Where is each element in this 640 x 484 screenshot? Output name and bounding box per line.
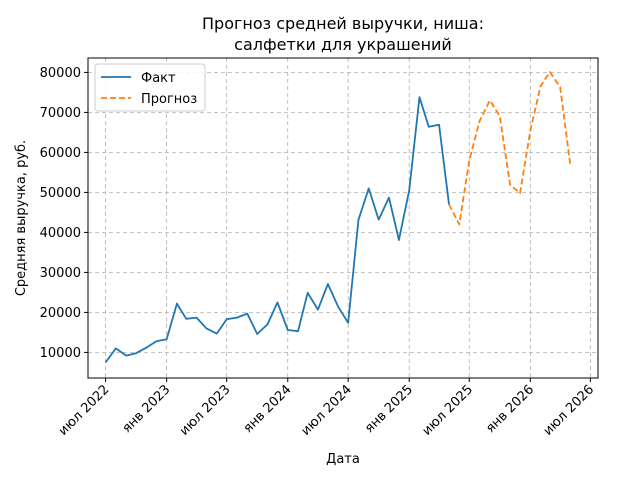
chart-title-line-1: Прогноз средней выручки, ниша: xyxy=(202,14,484,33)
legend-label-forecast: Прогноз xyxy=(141,92,197,107)
legend-label-fact: Факт xyxy=(141,71,176,86)
y-tick-label: 30000 xyxy=(40,266,81,281)
y-tick-label: 10000 xyxy=(40,346,81,361)
x-axis-label: Дата xyxy=(326,452,360,467)
y-tick-label: 60000 xyxy=(40,146,81,161)
y-tick-label: 80000 xyxy=(40,66,81,81)
legend: Факт Прогноз xyxy=(95,64,205,111)
y-tick-label: 20000 xyxy=(40,306,81,321)
y-axis-label: Средняя выручка, руб. xyxy=(14,140,29,296)
y-tick-label: 70000 xyxy=(40,106,81,121)
y-tick-label: 50000 xyxy=(40,186,81,201)
chart-title-line-2: салфетки для украшений xyxy=(234,35,452,54)
y-tick-label: 40000 xyxy=(40,226,81,241)
